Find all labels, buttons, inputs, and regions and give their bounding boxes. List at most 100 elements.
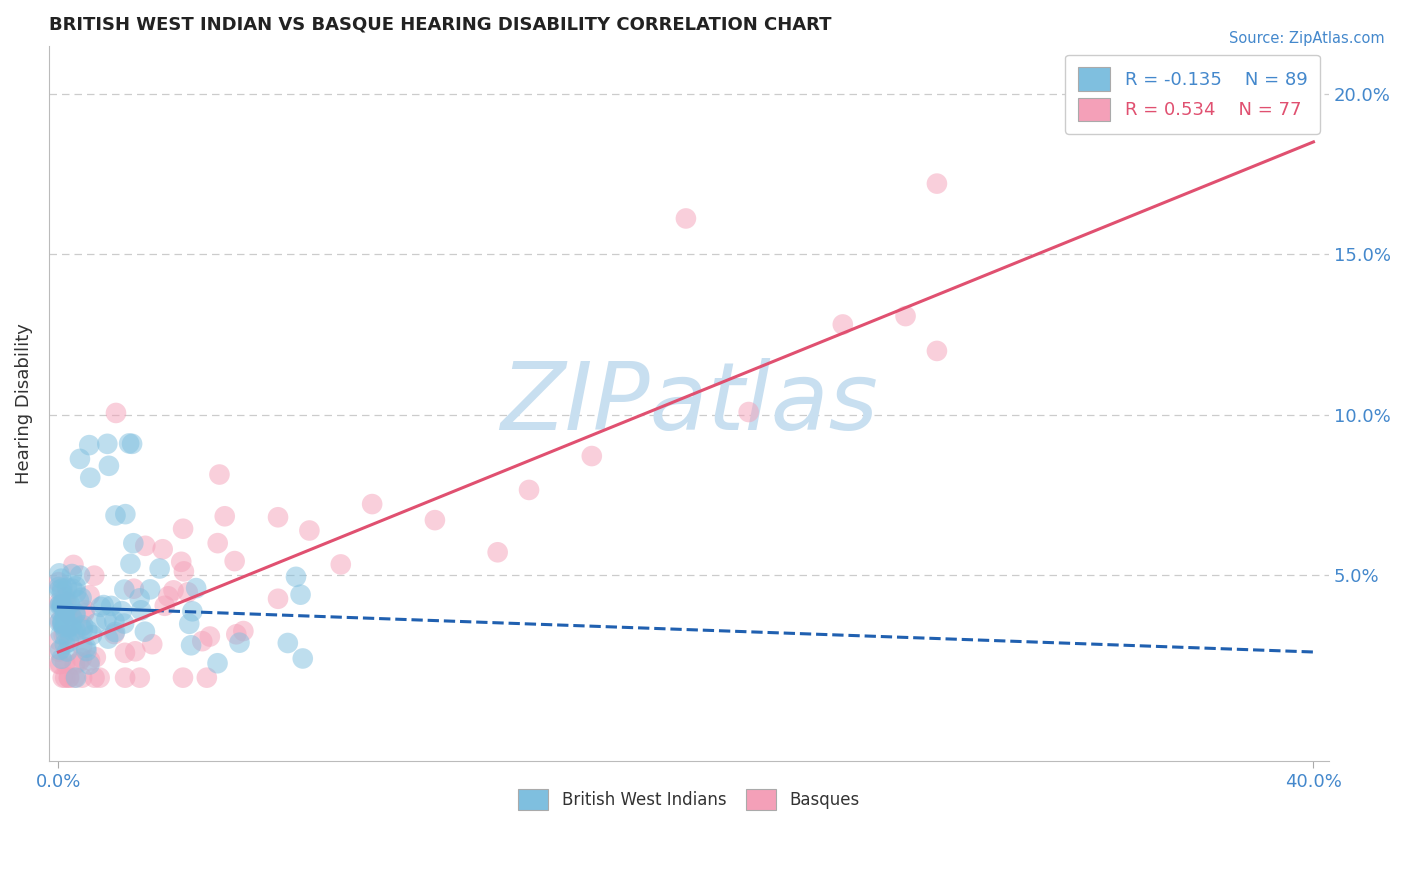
Point (84, 650, 107, 665)
Point (83, 568, 105, 582)
Point (157, 590, 180, 604)
Point (51, 585, 73, 599)
Point (291, 651, 314, 665)
Point (112, 582, 135, 597)
Point (58, 671, 80, 685)
Point (581, 449, 603, 463)
Point (186, 581, 208, 595)
Point (134, 624, 156, 639)
Point (55, 603, 77, 617)
Point (49, 627, 72, 641)
Point (55, 627, 77, 641)
Point (191, 634, 214, 648)
Point (112, 616, 135, 631)
Point (48, 615, 70, 630)
Point (103, 627, 125, 641)
Text: Source: ZipAtlas.com: Source: ZipAtlas.com (1229, 31, 1385, 46)
Point (298, 524, 321, 538)
Point (60, 611, 83, 625)
Point (285, 570, 308, 584)
Point (53, 671, 76, 685)
Point (84, 616, 107, 631)
Point (96, 437, 118, 451)
Point (128, 591, 150, 606)
Point (67, 655, 90, 669)
Point (111, 604, 134, 618)
Point (79, 657, 101, 672)
Point (51, 582, 73, 596)
Point (79, 588, 101, 602)
Point (70, 620, 93, 634)
Point (232, 624, 254, 638)
Point (149, 561, 172, 575)
Point (53, 620, 76, 634)
Point (58, 635, 80, 649)
Point (214, 509, 236, 524)
Point (97, 458, 120, 473)
Point (128, 671, 150, 685)
Point (103, 614, 125, 628)
Point (361, 497, 384, 511)
Point (80, 628, 103, 642)
Point (423, 513, 446, 527)
Y-axis label: Hearing Disability: Hearing Disability (15, 323, 32, 483)
Point (51, 652, 73, 666)
Point (134, 539, 156, 553)
Point (48, 580, 70, 594)
Point (48, 595, 70, 609)
Point (49, 643, 72, 657)
Point (72, 618, 94, 632)
Point (52, 628, 75, 642)
Point (172, 522, 194, 536)
Point (60, 582, 83, 596)
Point (90, 599, 112, 614)
Point (59, 597, 82, 611)
Point (225, 627, 247, 641)
Point (49, 657, 72, 671)
Point (53, 657, 76, 671)
Point (55, 604, 77, 618)
Point (100, 599, 122, 613)
Point (170, 555, 193, 569)
Point (69, 568, 91, 582)
Point (831, 318, 853, 332)
Point (122, 582, 145, 596)
Point (93, 598, 115, 612)
Point (69, 451, 91, 466)
Point (51, 615, 73, 629)
Point (172, 671, 194, 685)
Point (153, 599, 176, 613)
Point (53, 608, 76, 623)
Point (70, 651, 93, 665)
Point (63, 671, 86, 685)
Point (51, 598, 73, 612)
Point (267, 510, 290, 524)
Point (52, 615, 75, 629)
Point (53, 637, 76, 651)
Point (62, 624, 84, 639)
Point (121, 437, 143, 451)
Point (139, 582, 162, 597)
Point (65, 671, 87, 685)
Point (114, 507, 136, 521)
Point (70, 671, 93, 685)
Point (120, 557, 142, 571)
Point (73, 607, 96, 621)
Point (97, 632, 120, 646)
Point (224, 554, 246, 568)
Point (75, 640, 97, 655)
Point (207, 657, 229, 671)
Point (65, 579, 87, 593)
Point (59, 628, 82, 642)
Point (65, 585, 87, 599)
Point (72, 623, 94, 637)
Point (118, 436, 141, 450)
Point (208, 467, 231, 482)
Point (141, 637, 163, 651)
Point (329, 558, 352, 572)
Point (267, 591, 290, 606)
Point (104, 508, 127, 523)
Point (894, 309, 917, 323)
Point (76, 644, 98, 658)
Point (177, 585, 200, 599)
